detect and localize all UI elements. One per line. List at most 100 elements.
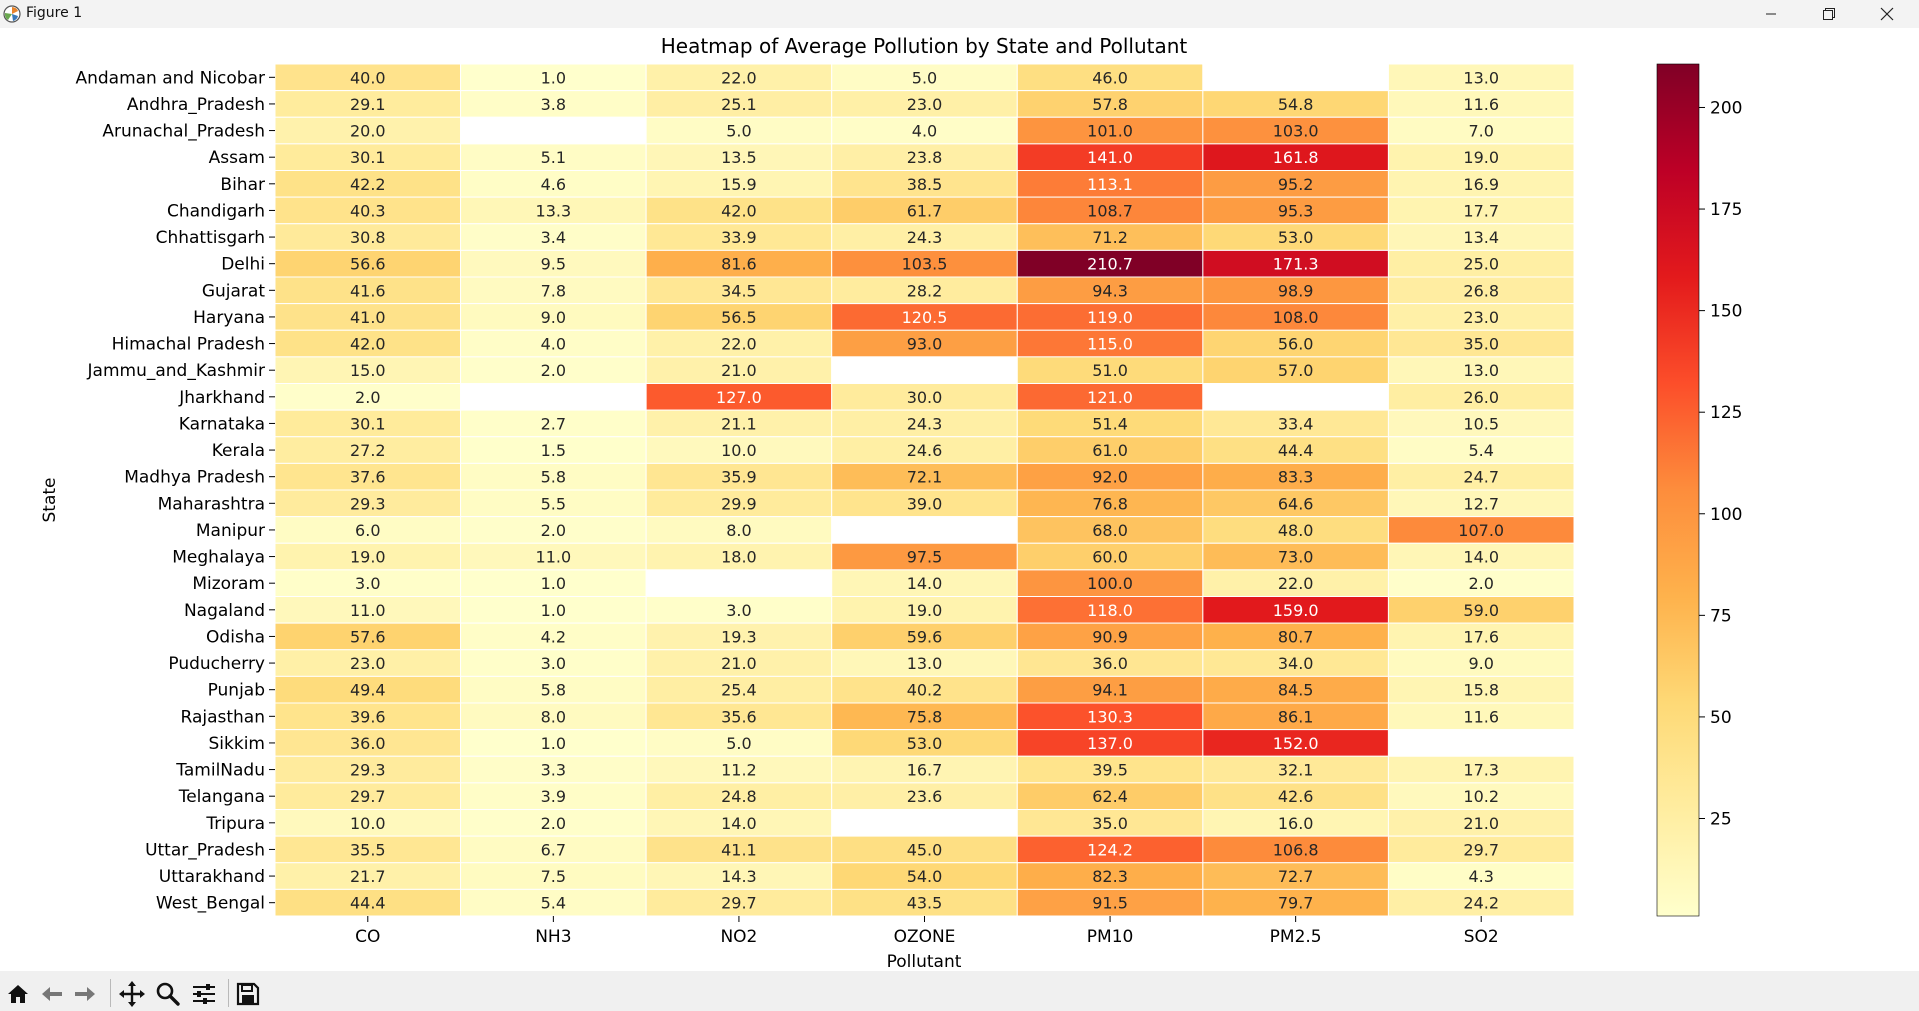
y-tick-label: Chhattisgarh	[156, 228, 265, 248]
heatmap-cell	[274, 649, 462, 677]
window-titlebar: Figure 1	[0, 0, 1919, 28]
heatmap-cell	[831, 516, 1018, 544]
cell-value-label: 37.6	[350, 468, 386, 487]
heatmap-cell	[831, 329, 1018, 358]
heatmap-cell	[1202, 596, 1389, 624]
cell-value-label: 11.2	[721, 761, 757, 780]
cell-value-label: 5.8	[541, 468, 566, 487]
cell-value-label: 23.6	[907, 787, 943, 806]
heatmap-cell	[645, 249, 833, 278]
heatmap-cell	[1202, 542, 1389, 571]
heatmap-cell	[645, 223, 833, 251]
pan-button[interactable]	[117, 980, 147, 1008]
cell-value-label: 2.0	[355, 388, 380, 407]
y-tick-label: Gujarat	[202, 281, 265, 301]
heatmap-cell	[831, 675, 1018, 704]
heatmap-cell	[1202, 249, 1389, 278]
cell-value-label: 107.0	[1458, 521, 1504, 540]
cell-value-label: 25.1	[721, 95, 757, 114]
save-icon	[236, 982, 260, 1006]
y-tick-label: Madhya Pradesh	[124, 468, 265, 488]
cell-value-label: 41.1	[721, 840, 757, 859]
y-tick-label: Kerala	[212, 441, 265, 461]
cell-value-label: 41.6	[350, 281, 386, 300]
cell-value-label: 115.0	[1087, 335, 1133, 354]
heatmap-cell	[1387, 542, 1575, 571]
close-button[interactable]	[1858, 0, 1916, 28]
heatmap-cell	[831, 622, 1018, 651]
heatmap-cell	[1387, 516, 1575, 544]
heatmap-cell	[645, 569, 833, 597]
restore-button[interactable]	[1800, 0, 1858, 28]
heatmap-cell	[1016, 303, 1204, 331]
cell-value-label: 38.5	[907, 175, 943, 194]
cell-value-label: 3.9	[541, 787, 566, 806]
cell-value-label: 83.3	[1278, 468, 1314, 487]
cell-value-label: 19.0	[907, 601, 943, 620]
heatmap-cell	[1387, 489, 1575, 518]
cell-value-label: 22.0	[1278, 574, 1314, 593]
heatmap-cell	[645, 729, 833, 757]
heatmap-cell	[460, 782, 647, 810]
cell-value-label: 57.8	[1092, 95, 1128, 114]
cell-value-label: 75.8	[907, 707, 943, 726]
cell-value-label: 17.3	[1463, 761, 1499, 780]
cell-value-label: 46.0	[1092, 68, 1128, 87]
cell-value-label: 51.4	[1092, 414, 1128, 433]
heatmap-cell	[645, 143, 833, 171]
cell-value-label: 4.0	[912, 122, 937, 141]
heatmap-cell	[460, 622, 647, 651]
heatmap-cell	[1387, 835, 1575, 864]
heatmap-cell	[274, 223, 462, 251]
forward-button[interactable]	[70, 980, 100, 1008]
cell-value-label: 82.3	[1092, 867, 1128, 886]
minimize-button[interactable]	[1742, 0, 1800, 28]
cell-value-label: 16.0	[1278, 814, 1314, 833]
heatmap-cell	[274, 809, 462, 837]
back-button[interactable]	[37, 980, 67, 1008]
heatmap-cell	[1016, 542, 1204, 571]
cell-value-label: 71.2	[1092, 228, 1128, 247]
configure-subplots-button[interactable]	[189, 980, 219, 1008]
cell-value-label: 24.8	[721, 787, 757, 806]
cell-value-label: 42.6	[1278, 787, 1314, 806]
forward-arrow-icon	[75, 987, 95, 1001]
cell-value-label: 5.8	[541, 681, 566, 700]
heatmap-cell	[1202, 409, 1389, 438]
cell-value-label: 94.1	[1092, 681, 1128, 700]
heatmap-cell	[460, 516, 647, 544]
heatmap-cell	[460, 409, 647, 438]
configure-subplots-icon	[193, 984, 215, 1004]
heatmap-cell	[460, 329, 647, 358]
heatmap-cell	[460, 276, 647, 305]
heatmap-cell	[645, 116, 833, 145]
cell-value-label: 124.2	[1087, 840, 1133, 859]
home-button[interactable]	[3, 980, 33, 1008]
cell-value-label: 5.1	[541, 148, 566, 167]
cell-value-label: 4.6	[541, 175, 566, 194]
heatmap-cell	[831, 569, 1018, 597]
cell-value-label: 23.8	[907, 148, 943, 167]
cell-value-label: 6.0	[355, 521, 380, 540]
heatmap-cell	[460, 888, 647, 917]
save-button[interactable]	[233, 980, 263, 1008]
cell-value-label: 3.0	[541, 654, 566, 673]
cell-value-label: 4.0	[541, 335, 566, 354]
colorbar-tick-label: 50	[1710, 708, 1732, 728]
cell-value-label: 53.0	[907, 734, 943, 753]
heatmap-cell	[460, 356, 647, 384]
cell-value-label: 119.0	[1087, 308, 1133, 327]
cell-value-label: 81.6	[721, 255, 757, 274]
heatmap-cell	[460, 249, 647, 278]
zoom-button[interactable]	[153, 980, 183, 1008]
cell-value-label: 79.7	[1278, 894, 1314, 913]
y-tick-label: Uttarakhand	[159, 867, 265, 887]
cell-value-label: 73.0	[1278, 548, 1314, 567]
cell-value-label: 30.8	[350, 228, 386, 247]
heatmap-cell	[274, 436, 462, 464]
pan-icon	[119, 981, 145, 1007]
heatmap-cell	[1016, 196, 1204, 225]
window-title: Figure 1	[26, 5, 83, 21]
heatmap-cell	[1387, 622, 1575, 651]
cell-value-label: 21.7	[350, 867, 386, 886]
